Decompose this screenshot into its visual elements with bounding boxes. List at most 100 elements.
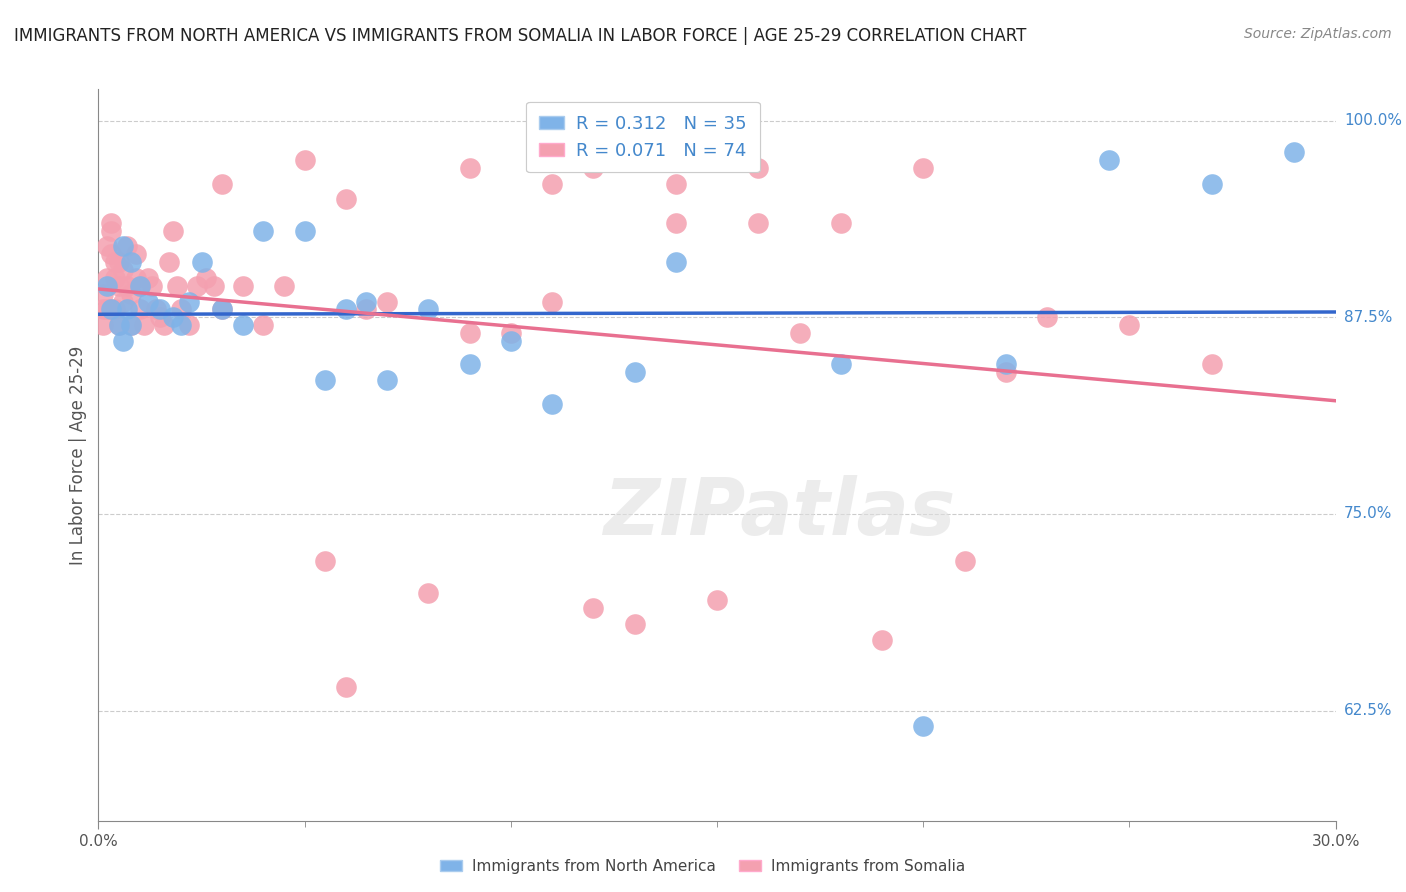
Point (356, 302, 378, 317)
Point (128, 302, 150, 317)
Point (112, 294, 135, 309)
Point (100, 216, 122, 230)
Point (91, 318, 114, 333)
Point (375, 373, 398, 387)
Point (830, 216, 852, 230)
Point (136, 271, 159, 285)
Point (112, 263, 135, 277)
Point (1118, 318, 1140, 333)
Point (104, 302, 127, 317)
Point (104, 271, 127, 285)
Point (166, 278, 188, 293)
Point (294, 224, 316, 238)
Point (120, 318, 142, 333)
Point (747, 161, 769, 175)
Point (232, 318, 254, 333)
Point (112, 239, 135, 253)
Point (582, 601, 605, 615)
Point (1036, 310, 1059, 325)
Point (128, 278, 150, 293)
Legend: Immigrants from North America, Immigrants from Somalia: Immigrants from North America, Immigrant… (434, 853, 972, 880)
Point (120, 255, 142, 269)
Point (211, 302, 233, 317)
Point (912, 161, 935, 175)
Point (145, 302, 167, 317)
Point (194, 271, 217, 285)
Point (1098, 153, 1121, 167)
Point (128, 278, 150, 293)
Point (252, 318, 274, 333)
Point (232, 278, 254, 293)
Point (706, 593, 728, 607)
Point (112, 334, 135, 348)
Point (314, 373, 336, 387)
Point (117, 278, 139, 293)
Point (273, 278, 295, 293)
Point (96, 278, 118, 293)
Point (141, 278, 163, 293)
Point (124, 247, 146, 261)
Point (190, 255, 212, 269)
Point (335, 680, 357, 694)
Point (375, 294, 398, 309)
Point (994, 358, 1017, 372)
Point (1201, 358, 1223, 372)
Point (499, 326, 522, 340)
Text: 87.5%: 87.5% (1344, 310, 1392, 325)
Point (108, 278, 131, 293)
Text: 62.5%: 62.5% (1344, 703, 1392, 718)
Point (117, 239, 139, 253)
Point (149, 302, 172, 317)
Point (100, 247, 122, 261)
Point (157, 255, 180, 269)
Point (100, 302, 122, 317)
Point (789, 326, 811, 340)
Point (582, 161, 605, 175)
Point (96, 302, 118, 317)
Point (747, 216, 769, 230)
Legend: R = 0.312   N = 35, R = 0.071   N = 74: R = 0.312 N = 35, R = 0.071 N = 74 (526, 102, 759, 172)
Point (91, 286, 114, 301)
Point (91, 302, 114, 317)
Point (179, 318, 201, 333)
Point (335, 192, 357, 206)
Point (120, 286, 142, 301)
Point (623, 365, 645, 379)
Point (335, 302, 357, 317)
Point (623, 617, 645, 632)
Point (170, 318, 193, 333)
Text: IMMIGRANTS FROM NORTH AMERICA VS IMMIGRANTS FROM SOMALIA IN LABOR FORCE | AGE 25: IMMIGRANTS FROM NORTH AMERICA VS IMMIGRA… (14, 27, 1026, 45)
Point (541, 294, 564, 309)
Point (252, 224, 274, 238)
Point (458, 326, 481, 340)
Text: 75.0%: 75.0% (1344, 507, 1392, 522)
Point (912, 719, 935, 733)
Point (100, 224, 122, 238)
Point (120, 318, 142, 333)
Text: ZIPatlas: ZIPatlas (603, 475, 955, 551)
Point (108, 318, 131, 333)
Point (136, 294, 159, 309)
Point (1284, 145, 1306, 160)
Point (665, 255, 688, 269)
Point (104, 255, 127, 269)
Text: Source: ZipAtlas.com: Source: ZipAtlas.com (1244, 27, 1392, 41)
Point (294, 153, 316, 167)
Point (994, 365, 1017, 379)
Point (124, 271, 146, 285)
Point (314, 554, 336, 568)
Point (162, 310, 184, 325)
Point (953, 554, 976, 568)
Point (211, 177, 233, 191)
Point (665, 216, 688, 230)
Point (170, 302, 193, 317)
Point (179, 294, 201, 309)
Point (830, 358, 852, 372)
Point (108, 318, 131, 333)
Point (665, 177, 688, 191)
Point (149, 310, 172, 325)
Point (132, 318, 155, 333)
Point (541, 397, 564, 411)
Point (162, 224, 184, 238)
Point (870, 632, 893, 647)
